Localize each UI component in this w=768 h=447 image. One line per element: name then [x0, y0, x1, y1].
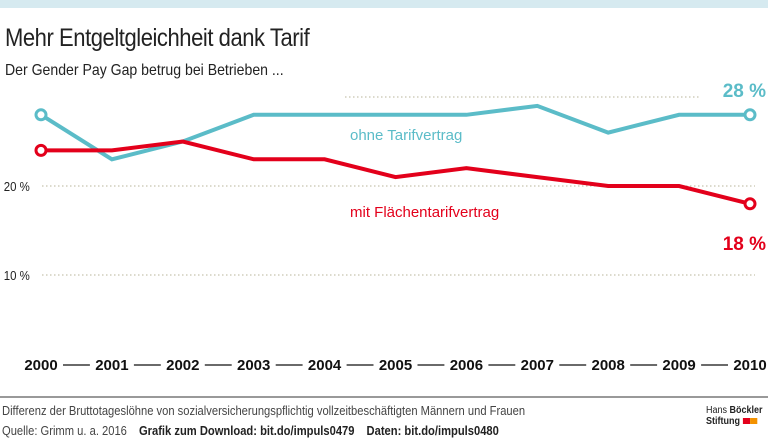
x-tick-label: 2003 [237, 357, 270, 374]
end-value-label: 28 % [723, 81, 766, 102]
x-tick-label: 2007 [521, 357, 554, 374]
footer-note: Differenz der Bruttotageslöhne von sozia… [2, 403, 526, 418]
series-line-ohne-tarif [39, 103, 750, 162]
data-link[interactable]: Daten: bit.do/impuls0480 [366, 423, 499, 438]
chart-title: Mehr Entgeltgleichheit dank Tarif [5, 24, 310, 52]
top-bar [0, 0, 768, 8]
footer-divider [0, 396, 768, 398]
endpoint-marker [743, 108, 757, 122]
download-link[interactable]: Grafik zum Download: bit.do/impuls0479 [138, 423, 355, 438]
x-tick-label: 2002 [166, 357, 199, 374]
x-tick-label: 2004 [308, 357, 342, 374]
hans-boeckler-logo: Hans Böckler Stiftung [706, 405, 763, 427]
x-tick-label: 2008 [592, 357, 625, 374]
x-tick-label: 2000 [24, 357, 57, 374]
x-tick-label: 2010 [733, 357, 766, 374]
footer-source-line: Quelle: Grimm u. a. 2016 Grafik zum Downl… [2, 423, 499, 438]
x-tick-label: 2006 [450, 357, 483, 374]
endpoint-marker [34, 108, 48, 122]
endpoint-marker [743, 197, 757, 211]
source-text: Quelle: Grimm u. a. 2016 [2, 423, 127, 438]
x-tick-label: 2001 [95, 357, 128, 374]
x-tick-label: 2005 [379, 357, 412, 374]
x-tick-label: 2009 [662, 357, 695, 374]
series-label: mit Flächentarifvertrag [350, 204, 499, 221]
end-value-label: 18 % [723, 234, 766, 255]
chart-subtitle: Der Gender Pay Gap betrug bei Betrieben … [5, 62, 284, 79]
y-tick-label: 10 % [4, 268, 30, 283]
line-chart: 20 % 10 % 2000 2001 2002 2003 2004 2005 2006 2007… [4, 81, 767, 374]
y-tick-label: 20 % [4, 179, 30, 194]
series-label: ohne Tarifvertrag [350, 127, 462, 144]
endpoint-marker [34, 143, 48, 157]
series-line-mit-flaechentarif [41, 139, 751, 206]
